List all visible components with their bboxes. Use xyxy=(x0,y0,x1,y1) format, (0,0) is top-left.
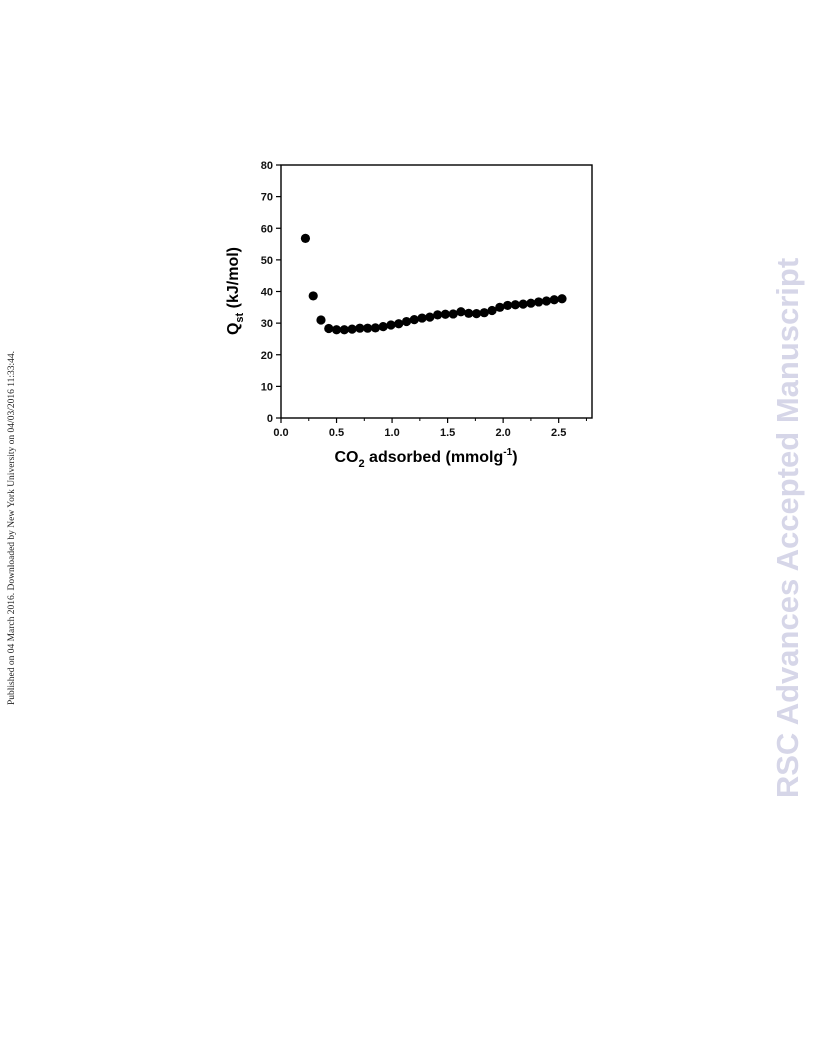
data-point xyxy=(518,299,528,309)
data-point xyxy=(370,323,381,333)
data-point xyxy=(534,297,544,307)
y-tick-label: 80 xyxy=(261,160,273,172)
data-point xyxy=(378,322,388,332)
data-point xyxy=(339,325,349,335)
y-tick-label: 20 xyxy=(261,350,273,362)
plot-frame xyxy=(280,164,593,419)
data-point xyxy=(487,305,497,316)
data-point xyxy=(526,298,536,308)
x-axis-ticks: 0.0 0.5 1.0 1.5 2.0 2.5 xyxy=(273,418,587,439)
data-point xyxy=(479,308,489,318)
x-tick-label: 1.0 xyxy=(384,427,399,439)
data-points xyxy=(300,233,567,335)
data-point xyxy=(549,295,559,305)
y-axis-title: Qst (kJ/mol) xyxy=(225,247,246,335)
data-point xyxy=(401,316,412,327)
y-tick-label: 0 xyxy=(267,413,273,425)
x-axis-title: CO2 adsorbed (mmolg-1) xyxy=(334,447,517,470)
x-tick-label: 2.5 xyxy=(551,427,566,439)
data-point xyxy=(347,324,357,334)
x-tick-label: 0.0 xyxy=(273,427,288,439)
data-point xyxy=(510,300,520,310)
data-point xyxy=(495,302,505,312)
data-point xyxy=(409,315,419,325)
data-point xyxy=(363,323,373,333)
data-point xyxy=(440,309,450,319)
data-point xyxy=(456,307,466,317)
data-point xyxy=(541,296,552,306)
data-point xyxy=(448,309,458,319)
y-axis-ticks: 0 10 20 30 40 50 60 70 80 xyxy=(261,160,281,425)
data-point xyxy=(502,300,513,311)
y-tick-label: 60 xyxy=(261,223,273,235)
data-point xyxy=(557,294,567,304)
data-point xyxy=(300,233,311,243)
y-tick-label: 10 xyxy=(261,381,273,393)
y-tick-label: 70 xyxy=(261,192,273,204)
x-tick-label: 0.5 xyxy=(329,427,344,439)
data-point xyxy=(394,319,404,329)
data-point xyxy=(425,312,435,322)
data-point xyxy=(331,325,342,335)
data-point xyxy=(417,313,427,323)
x-tick-label: 2.0 xyxy=(495,427,510,439)
y-tick-label: 30 xyxy=(261,318,273,330)
x-tick-label: 1.5 xyxy=(440,427,455,439)
data-point xyxy=(464,308,474,318)
data-point xyxy=(308,291,318,301)
data-point xyxy=(316,315,326,325)
data-point xyxy=(471,309,482,319)
y-tick-label: 40 xyxy=(261,287,273,299)
data-point xyxy=(355,323,365,333)
data-point xyxy=(386,320,396,330)
data-point xyxy=(324,323,334,334)
y-tick-label: 50 xyxy=(261,255,273,267)
data-point xyxy=(433,310,443,320)
